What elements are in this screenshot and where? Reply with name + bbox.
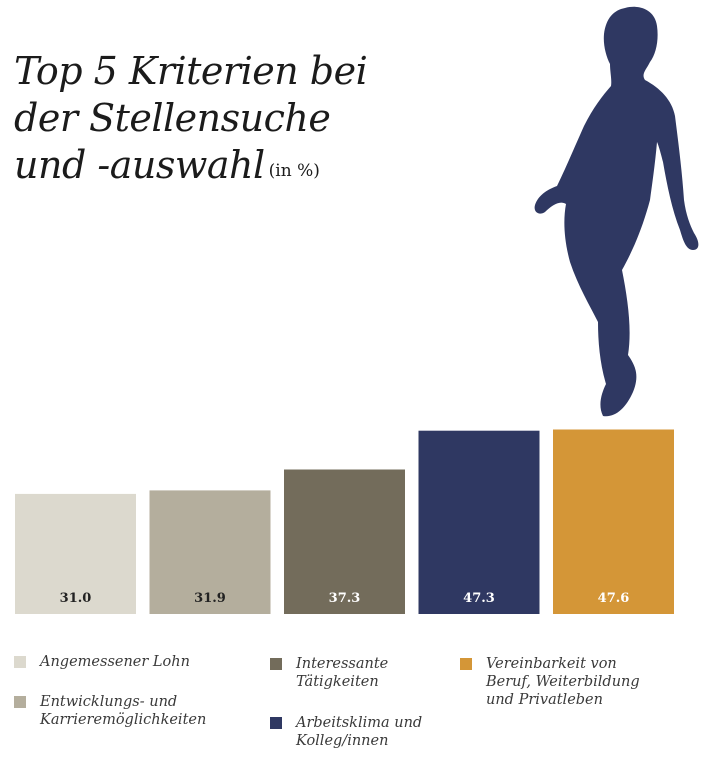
bar-value-label-3: 37.3	[329, 591, 361, 606]
legend-swatch	[14, 696, 26, 708]
bars-group	[15, 429, 674, 614]
legend-label: Angemessener Lohn	[40, 654, 190, 670]
bar-value-label-2: 31.9	[194, 591, 226, 606]
legend-item-arbeitsklima: Arbeitsklima und Kolleg/innen	[270, 714, 422, 750]
bar-3	[284, 469, 405, 614]
legend-label: Interessante Tätigkeiten	[296, 656, 389, 690]
legend-item-lohn: Angemessener Lohn	[14, 653, 190, 671]
title-line-3-text: und -auswahl	[14, 143, 265, 187]
bar-value-label-1: 31.0	[60, 591, 92, 606]
chart-title: Top 5 Kriterien bei der Stellensuche und…	[14, 48, 368, 195]
legend-swatch	[270, 658, 282, 670]
bar-value-label-5: 47.6	[598, 591, 630, 606]
bar-2	[149, 490, 271, 614]
value-labels-group: 31.0 31.9 37.3 47.3 47.6	[60, 591, 630, 606]
legend-label: Vereinbarkeit von Beruf, Weiterbildung u…	[486, 656, 640, 708]
legend-swatch	[270, 717, 282, 729]
legend-item-vereinbarkeit: Vereinbarkeit von Beruf, Weiterbildung u…	[460, 655, 640, 709]
legend-item-taetigkeiten: Interessante Tätigkeiten	[270, 655, 388, 691]
legend-label: Arbeitsklima und Kolleg/innen	[296, 715, 423, 749]
bar-4	[418, 430, 540, 614]
bar-5	[553, 429, 674, 614]
legend-swatch	[460, 658, 472, 670]
walking-person-silhouette-icon	[534, 6, 699, 417]
bar-value-label-4: 47.3	[463, 591, 495, 606]
title-line-3: und -auswahl (in %)	[14, 142, 367, 195]
title-line-2: der Stellensuche	[14, 96, 331, 140]
legend-label: Entwicklungs- und Karrieremöglichkeiten	[40, 694, 207, 728]
legend-swatch	[14, 656, 26, 668]
title-line-1: Top 5 Kriterien bei	[14, 49, 368, 93]
legend-item-entwicklung: Entwicklungs- und Karrieremöglichkeiten	[14, 693, 206, 729]
unit-label: (in %)	[268, 161, 320, 181]
bar-1	[15, 493, 136, 614]
